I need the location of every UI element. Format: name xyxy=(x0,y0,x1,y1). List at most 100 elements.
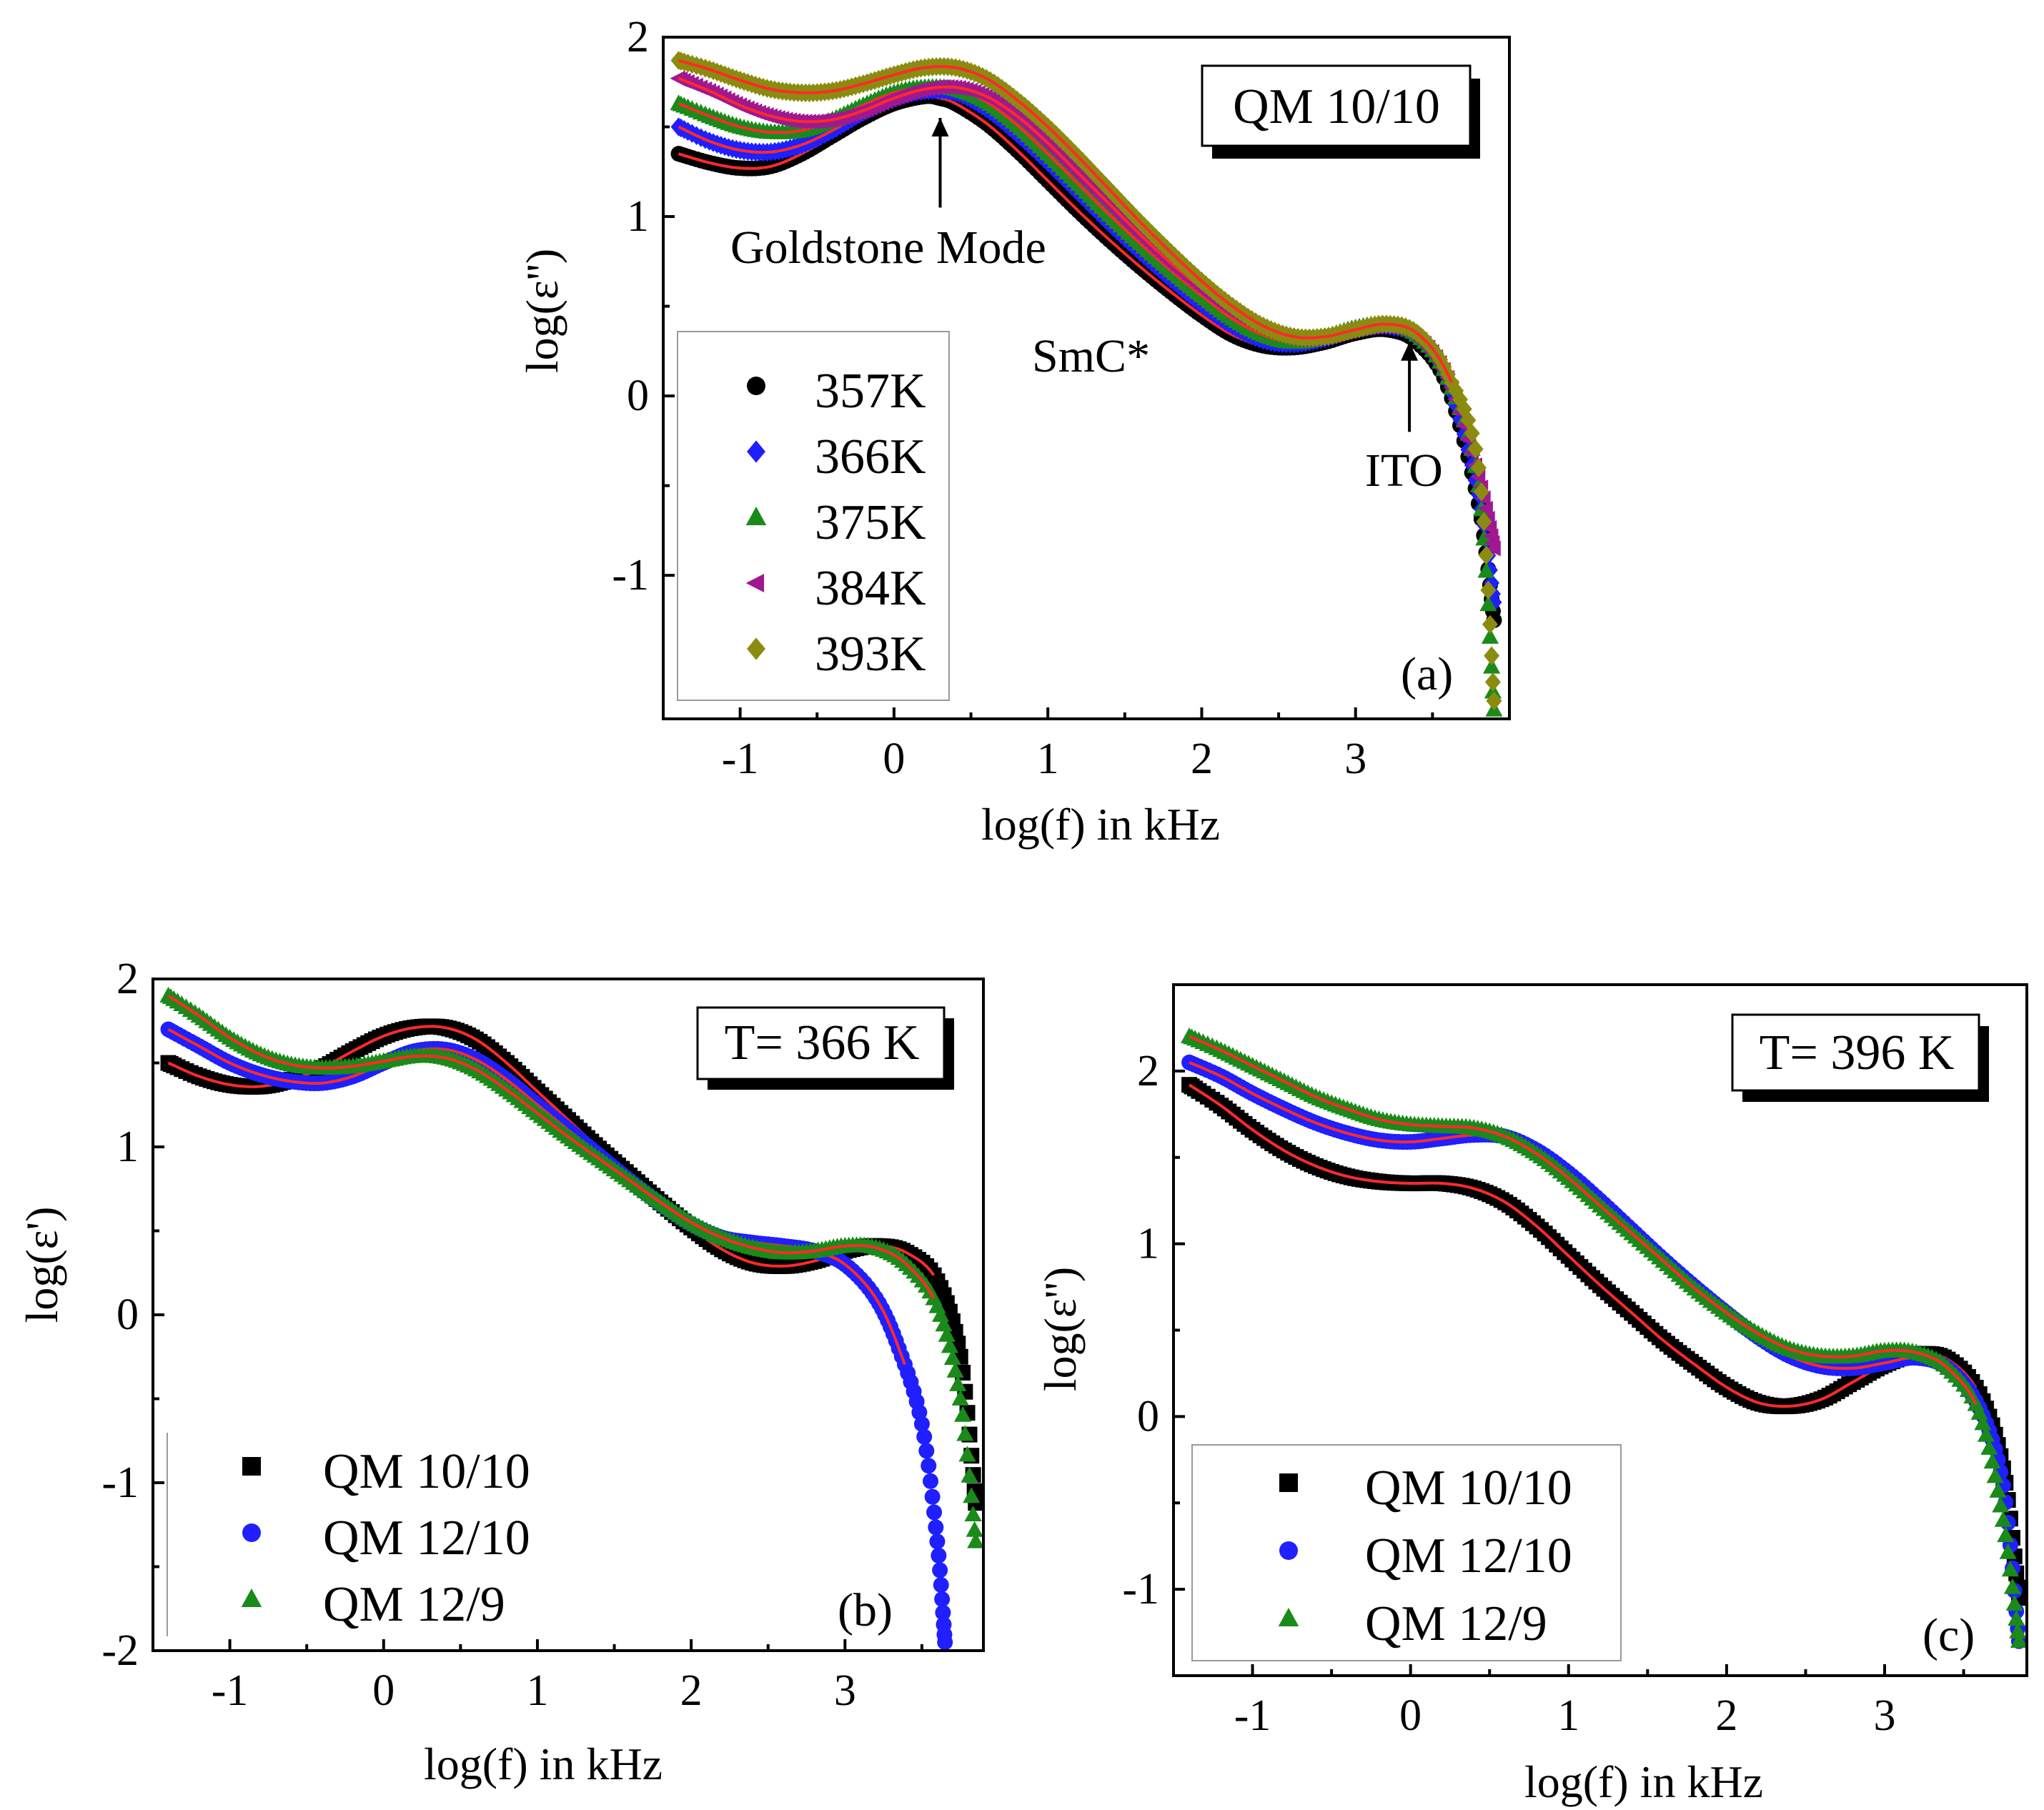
panel-b-ylabel: log(ε') xyxy=(16,1207,67,1323)
panel-c-xtick-label: -1 xyxy=(1234,1691,1271,1740)
panel-a: -1 0 1 2 3 -1 0 1 2 QM 10/10 Goldstone Mode SmC*… xyxy=(517,13,1511,850)
panel-b-point xyxy=(966,1521,983,1537)
panel-b-fit-line xyxy=(167,994,936,1300)
panel-b-point xyxy=(938,1326,956,1342)
panel-b-point xyxy=(958,1446,976,1462)
panel-b-legend-marker xyxy=(242,1457,261,1476)
legend-b-qm-10-10: QM 10/10 xyxy=(323,1444,530,1499)
panel-b-xtick-label: 0 xyxy=(372,1666,395,1715)
panel-c-ytick-label: 1 xyxy=(1137,1220,1159,1268)
panel-a-xtick-label: 1 xyxy=(1037,735,1059,783)
legend-c-qm-12-10: QM 12/10 xyxy=(1365,1528,1572,1583)
panel-b: -1 0 1 2 3 -2 -1 0 1 2 T= 366 K (b) QM 10/10 QM 1… xyxy=(16,955,985,1789)
panel-b-point xyxy=(918,1443,935,1459)
panel-a-point xyxy=(1484,585,1501,604)
panel-c-ytick-label: 0 xyxy=(1137,1392,1159,1441)
panel-b-point xyxy=(929,1533,946,1550)
panel-c-legend-marker xyxy=(1279,1541,1298,1560)
panel-a-point xyxy=(1486,691,1502,711)
legend-a-384K: 384K xyxy=(815,561,926,616)
panel-a-point xyxy=(1482,615,1498,635)
panel-b-legend-marker xyxy=(242,1523,261,1542)
panel-c-point xyxy=(1970,1403,1988,1420)
panel-c-point xyxy=(1986,1467,2004,1483)
panel-c: -1 0 1 2 3 -1 0 1 2 T= 396 K (c) QM 10/10 QM 12/… xyxy=(1035,983,2028,1807)
panel-a-frame xyxy=(662,36,1511,720)
panel-c-xlabel: log(f) in kHz xyxy=(1524,1756,1763,1807)
panel-b-legend: QM 10/10 QM 12/10 QM 12/9 xyxy=(167,1433,530,1636)
panel-c-point xyxy=(1994,1511,2012,1527)
panel-c-point xyxy=(2008,1610,2025,1626)
panel-b-point xyxy=(956,1425,974,1441)
panel-a-legend-marker xyxy=(745,574,765,592)
panel-b-point xyxy=(933,1577,949,1593)
panel-b-point xyxy=(949,1375,967,1391)
panel-b-point xyxy=(928,1519,944,1536)
annotation-arrow-head xyxy=(1401,342,1419,361)
annotation-arrow-head xyxy=(931,117,949,136)
panel-a-label: (a) xyxy=(1401,648,1453,700)
panel-a-ytick-label: 1 xyxy=(627,192,649,241)
panel-a-point xyxy=(1448,381,1464,401)
smc-phase-label: SmC* xyxy=(1032,330,1150,382)
panel-a-ytick-label: -1 xyxy=(612,551,649,600)
panel-b-point xyxy=(951,1389,969,1406)
panel-a-point xyxy=(1477,500,1493,517)
panel-a-axes: -1 0 1 2 3 -1 0 1 2 xyxy=(612,13,1511,783)
panel-b-point xyxy=(926,1504,943,1521)
panel-b-point xyxy=(941,1337,959,1353)
panel-b-point xyxy=(935,1316,953,1332)
panel-b-xtick-label: -1 xyxy=(212,1666,249,1715)
panel-a-point xyxy=(1480,580,1497,600)
panel-c-point xyxy=(2005,1595,2023,1611)
panel-b-point xyxy=(967,1532,985,1548)
panel-b-point xyxy=(946,1361,964,1378)
panel-a-legend-marker xyxy=(747,377,765,395)
panel-a-xtick-label: 3 xyxy=(1344,735,1366,783)
panel-c-legend-marker xyxy=(1278,1608,1299,1627)
panel-a-point xyxy=(1485,540,1501,557)
panel-b-point xyxy=(924,1488,941,1505)
panel-c-xtick-label: 2 xyxy=(1715,1691,1737,1740)
panel-a-point xyxy=(1483,657,1501,674)
panel-b-ytick-label: -2 xyxy=(101,1626,139,1675)
panel-a-point xyxy=(1460,410,1477,430)
panel-a-point xyxy=(1464,424,1480,443)
panel-b-ytick-label: 1 xyxy=(116,1123,139,1171)
panel-c-point xyxy=(1974,1414,1992,1431)
panel-a-legend-markers xyxy=(745,377,767,660)
panel-c-ylabel: log(ε'') xyxy=(1035,1267,1086,1391)
panel-c-xtick-label: 3 xyxy=(1874,1691,1896,1740)
panel-c-point xyxy=(1997,1526,2015,1543)
legend-c-qm-10-10: QM 10/10 xyxy=(1365,1461,1572,1516)
panel-a-point xyxy=(1481,627,1499,644)
panel-a-fit-line xyxy=(678,59,1454,384)
panel-b-plot-layer xyxy=(159,986,985,1651)
panel-b-point xyxy=(932,1562,948,1578)
panel-a-legend-marker xyxy=(747,637,765,660)
goldstone-mode-label: Goldstone Mode xyxy=(730,222,1046,274)
panel-c-point xyxy=(2009,1622,2027,1639)
ito-label: ITO xyxy=(1365,444,1443,497)
panel-a-ylabel: log(ε'') xyxy=(517,249,567,373)
panel-c-label: (c) xyxy=(1923,1609,1975,1661)
panel-b-point xyxy=(937,1634,953,1651)
panel-b-ytick-label: 2 xyxy=(116,955,139,1003)
panel-b-point xyxy=(961,1466,978,1483)
panel-c-point xyxy=(1989,1481,2007,1498)
panel-a-xlabel: log(f) in kHz xyxy=(981,799,1220,850)
panel-b-xlabel: log(f) in kHz xyxy=(424,1739,663,1789)
panel-c-title-box: T= 396 K xyxy=(1731,1013,1989,1102)
panel-c-xtick-label: 1 xyxy=(1557,1691,1579,1740)
panel-b-axes: -1 0 1 2 3 -2 -1 0 1 2 xyxy=(101,955,985,1715)
panel-a-legend-marker xyxy=(745,507,767,526)
panel-a-point xyxy=(1484,646,1500,665)
panel-a-ytick-label: 0 xyxy=(627,372,649,420)
panel-b-point xyxy=(931,1547,947,1563)
panel-c-point xyxy=(2003,1578,2022,1594)
panel-c-legend-marker xyxy=(1279,1473,1298,1492)
panel-b-point xyxy=(913,1416,930,1432)
panel-b-legend-marker xyxy=(241,1588,262,1608)
panel-c-title-text: T= 396 K xyxy=(1760,1025,1955,1080)
